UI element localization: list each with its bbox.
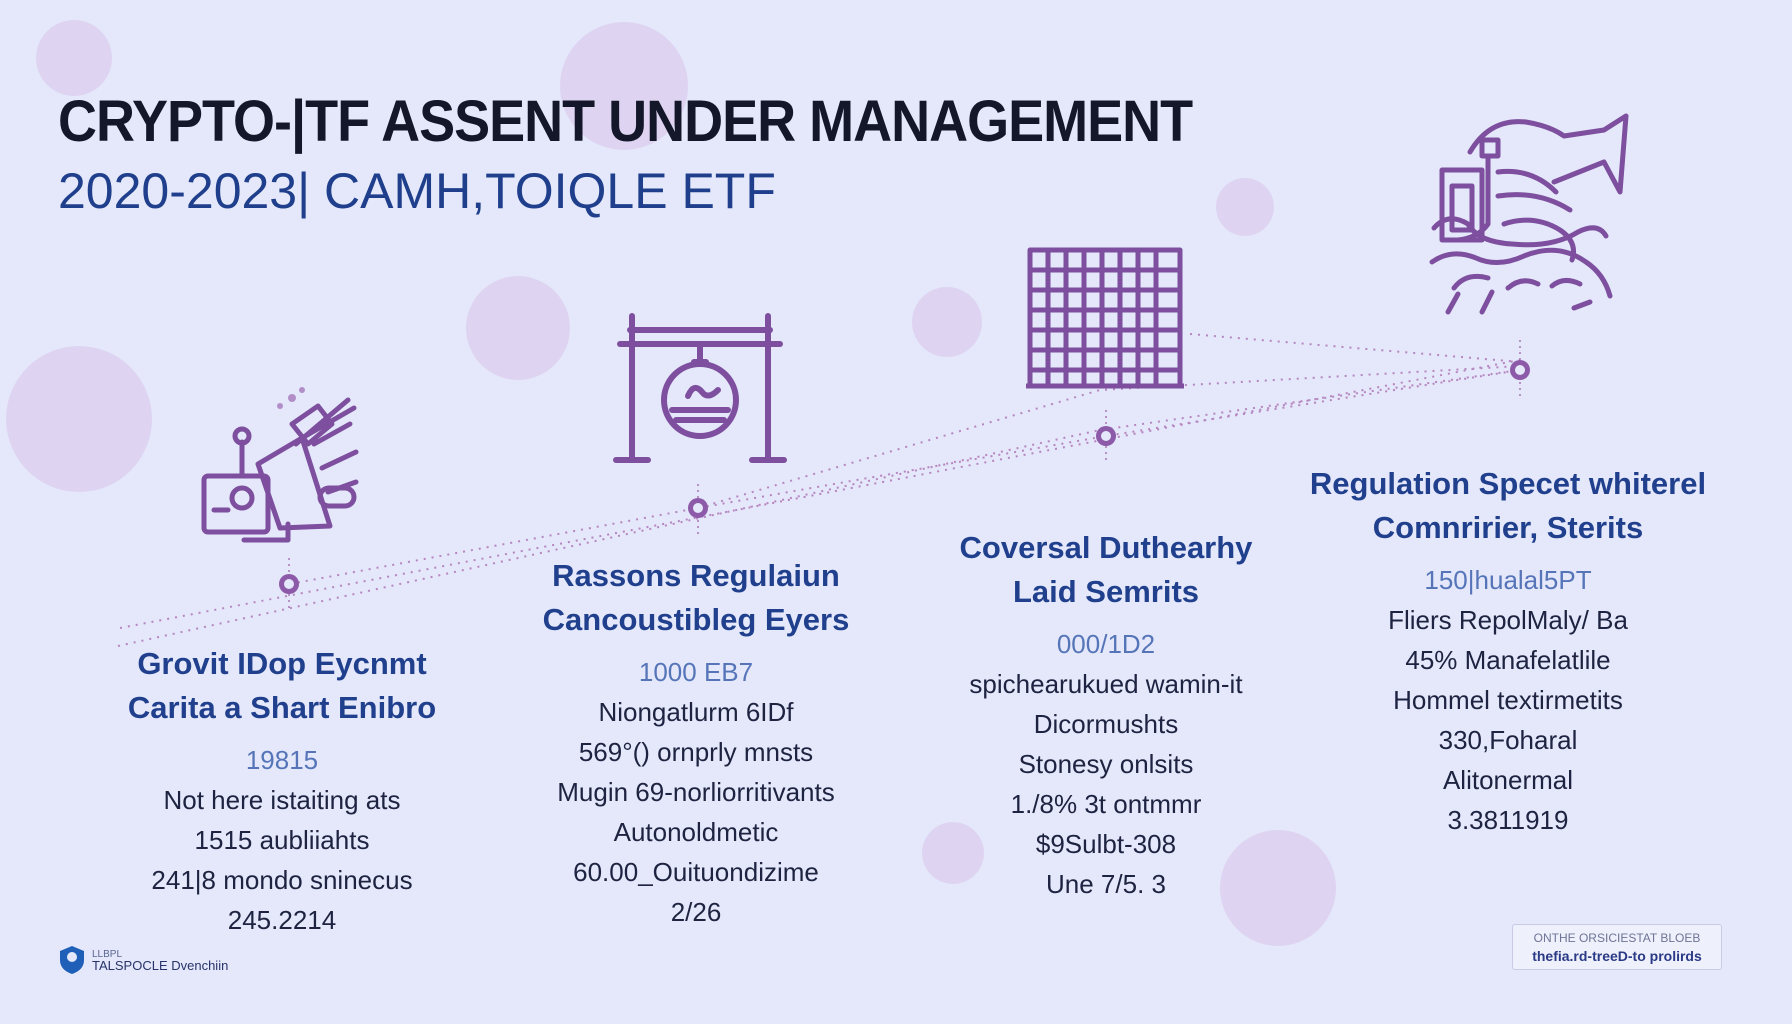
shield-pin-icon [60, 946, 84, 974]
decorative-bubble [922, 822, 984, 884]
decorative-bubble [466, 276, 570, 380]
milestone-detail-line: Autonoldmetic [613, 817, 779, 847]
page-title: CRYPTO-|TF ASSENT UNDER MANAGEMENT [58, 89, 1193, 154]
brand-small-text: LLBPL [92, 949, 123, 960]
decorative-bubble [560, 22, 688, 150]
milestone-heading: Grovit IDop Eycnmt Carita a Shart Enibro [127, 646, 437, 725]
milestone-detail-line: 241|8 mondo sninecus [151, 865, 413, 895]
milestone-value: 1000 EB7 [638, 657, 754, 687]
badge-bottom-text: thefia.rd-treeD-to prolirds [1532, 948, 1702, 964]
brand-name: TALSPOCLE Dvenchiin [92, 958, 229, 973]
timeline-node-2 [688, 498, 708, 518]
milestone-detail-line: Fliers RepolMaly/ Ba [1388, 605, 1628, 635]
decorative-bubble [912, 287, 982, 357]
milestone-detail-line: Hommel textirmetits [1393, 685, 1623, 715]
milestone-heading: Rassons Regulaiun Cancoustibleg Eyers [542, 558, 850, 637]
milestone-detail-line: Mugin 69-norliorritivants [557, 777, 835, 807]
milestone-detail-line: Une 7/5. 3 [1046, 869, 1166, 899]
timeline-node-1 [279, 574, 299, 594]
milestone-detail-line: 569°() ornprly mnsts [578, 737, 814, 767]
milestone-column-4: Regulation Specet whiterel Comnririer, St… [1308, 462, 1708, 840]
gate-with-coin-icon [613, 313, 787, 463]
decorative-bubble [1220, 830, 1336, 946]
timeline-node-4 [1510, 360, 1530, 380]
milestone-heading: Coversal Duthearhy Laid Semrits [959, 530, 1253, 609]
milestone-column-2: Rassons Regulaiun Cancoustibleg Eyers 100… [496, 554, 896, 932]
milestone-detail-line: 2/26 [670, 897, 722, 927]
brand-logo: LLBPL TALSPOCLE Dvenchiin [58, 944, 228, 976]
milestone-detail-line: 1./8% 3t ontmmr [1010, 789, 1202, 819]
milestone-column-1: Grovit IDop Eycnmt Carita a Shart Enibro … [82, 642, 482, 940]
milestone-detail-line: $9Sulbt-308 [1035, 829, 1177, 859]
decorative-bubble [6, 346, 152, 492]
source-badge: ONTHE ORSICIESTAT BLOEB thefia.rd-treeD-… [1512, 924, 1722, 970]
milestone-value: 19815 [245, 745, 319, 775]
milestone-column-3: Coversal Duthearhy Laid Semrits 000/1D2 s… [906, 526, 1306, 904]
milestone-detail-line: Dicormushts [1033, 709, 1179, 739]
timeline-node-3 [1096, 426, 1116, 446]
page-subtitle: 2020-2023| CAMH,TOIQLE ETF [58, 163, 776, 219]
connector-line [117, 369, 1521, 647]
milestone-detail-line: Not here istaiting ats [163, 785, 401, 815]
decorative-bubble [1216, 178, 1274, 236]
milestone-detail-line: 3.3811919 [1447, 805, 1569, 835]
milestone-detail-line: 245.2214 [227, 905, 337, 935]
milestone-detail-line: spichearukued wamin-it [969, 669, 1243, 699]
connector-line [1189, 333, 1521, 363]
milestone-detail-line: 60.00_Ouituondizime [573, 857, 819, 887]
megaphone-and-monitor-icon [201, 387, 359, 543]
milestone-value: 150|hualal5PT [1424, 565, 1592, 595]
badge-top-text: ONTHE ORSICIESTAT BLOEB [1533, 931, 1701, 945]
regulation-machine-icon [1429, 113, 1629, 315]
milestone-detail-line: Niongatlurm 6IDf [598, 697, 794, 727]
milestone-detail-line: Alitonermal [1442, 765, 1574, 795]
milestone-detail-line: 330,Foharal [1438, 725, 1578, 755]
milestone-detail-line: Stonesy onlsits [1018, 749, 1194, 779]
building-grid-icon [1026, 247, 1184, 389]
milestone-detail-line: 45% Manafelatlile [1405, 645, 1611, 675]
milestone-value: 000/1D2 [1056, 629, 1156, 659]
connector-line [119, 359, 1521, 629]
decorative-bubble [36, 20, 112, 96]
milestone-detail-line: 1515 aubliiahts [194, 825, 370, 855]
milestone-heading: Regulation Specet whiterel Comnririer, St… [1309, 466, 1707, 545]
